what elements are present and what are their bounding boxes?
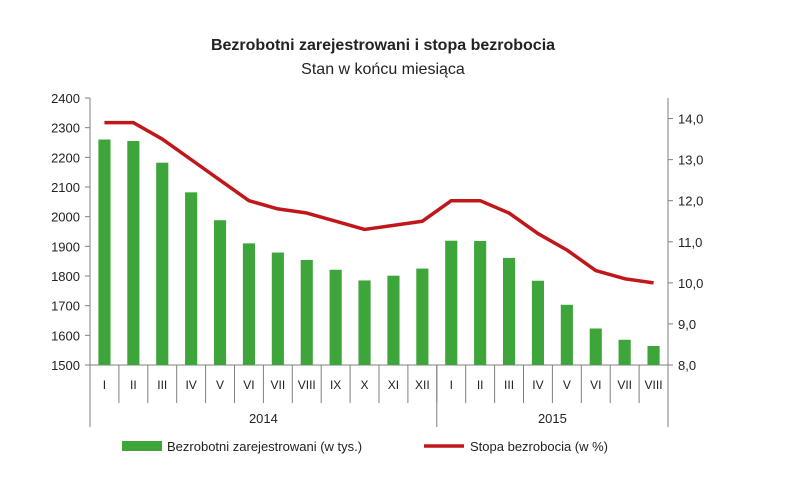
- left-tick-label: 2100: [51, 180, 80, 195]
- left-tick-label: 2300: [51, 121, 80, 136]
- category-label: II: [130, 378, 137, 392]
- category-label: V: [563, 378, 571, 392]
- category-label: I: [450, 378, 453, 392]
- bar: [416, 269, 428, 365]
- bar: [243, 243, 255, 365]
- category-label: III: [504, 378, 514, 392]
- bar: [590, 329, 602, 365]
- left-tick-label: 1700: [51, 299, 80, 314]
- bar: [387, 276, 399, 365]
- category-label: II: [477, 378, 484, 392]
- bar: [98, 140, 110, 365]
- category-label: V: [216, 378, 224, 392]
- category-label: X: [361, 378, 369, 392]
- left-tick-label: 1800: [51, 269, 80, 284]
- bar: [214, 220, 226, 365]
- axis-labels: 1500 1600 1700 1800 1900 2000 2100 2200 2300 2400…: [51, 91, 703, 426]
- bar: [445, 241, 457, 365]
- right-tick-label: 9,0: [678, 317, 696, 332]
- right-tick-label: 8,0: [678, 358, 696, 373]
- legend-line-label: Stopa bezrobocia (w %): [470, 439, 608, 454]
- right-tick-label: 14,0: [678, 112, 703, 127]
- group-label: 2014: [249, 411, 278, 426]
- left-tick-label: 2200: [51, 150, 80, 165]
- chart-title: Bezrobotni zarejestrowani i stopa bezrob…: [211, 37, 555, 54]
- left-tick-label: 1900: [51, 239, 80, 254]
- bar: [647, 346, 659, 365]
- left-tick-label: 1500: [51, 358, 80, 373]
- bar: [503, 258, 515, 365]
- chart-subtitle: Stan w końcu miesiąca: [301, 61, 465, 78]
- category-label: VII: [271, 378, 286, 392]
- category-label: XII: [415, 378, 430, 392]
- bar: [619, 340, 631, 365]
- bar: [272, 253, 284, 365]
- bar-series: [98, 140, 659, 365]
- category-label: VI: [590, 378, 601, 392]
- left-tick-label: 1600: [51, 328, 80, 343]
- right-tick-label: 13,0: [678, 153, 703, 168]
- bar: [358, 280, 370, 365]
- right-tick-label: 11,0: [678, 235, 702, 250]
- left-tick-label: 2400: [51, 91, 80, 106]
- bar: [156, 163, 168, 365]
- category-label: IV: [532, 378, 543, 392]
- bar: [185, 192, 197, 365]
- bar: [330, 270, 342, 365]
- right-tick-label: 10,0: [678, 276, 703, 291]
- bar: [127, 141, 139, 365]
- legend-bar-swatch: [122, 441, 162, 451]
- bar: [532, 281, 544, 365]
- category-label: IX: [330, 378, 341, 392]
- category-label: VI: [243, 378, 254, 392]
- category-label: VIII: [298, 378, 316, 392]
- bar: [301, 260, 313, 365]
- right-tick-label: 12,0: [678, 194, 703, 209]
- category-label: XI: [388, 378, 399, 392]
- category-label: VII: [617, 378, 632, 392]
- category-label: VIII: [645, 378, 663, 392]
- category-label: III: [157, 378, 167, 392]
- group-label: 2015: [538, 411, 567, 426]
- legend: Bezrobotni zarejestrowani (w tys.) Stopa …: [122, 439, 608, 454]
- bar: [561, 305, 573, 365]
- legend-bar-label: Bezrobotni zarejestrowani (w tys.): [167, 439, 362, 454]
- left-tick-label: 2000: [51, 210, 80, 225]
- category-label: IV: [185, 378, 196, 392]
- bar: [474, 241, 486, 365]
- category-label: I: [103, 378, 106, 392]
